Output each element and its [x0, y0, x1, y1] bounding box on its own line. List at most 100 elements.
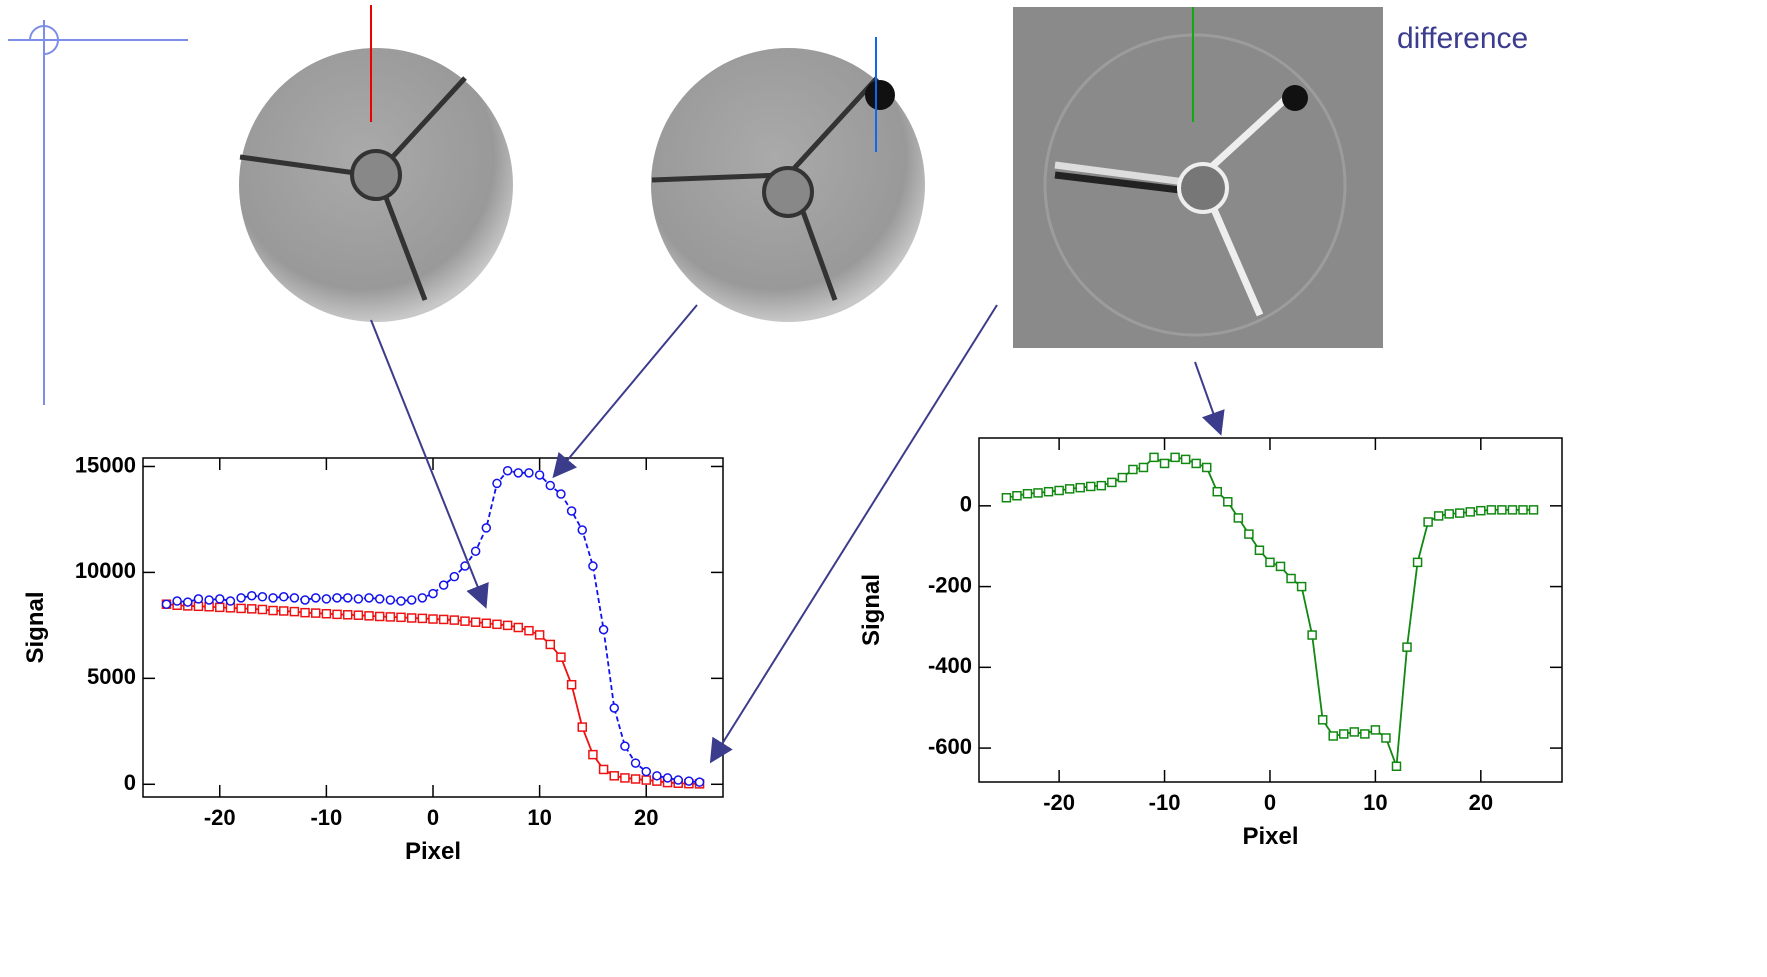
series-line	[166, 603, 700, 785]
point	[1476, 505, 1486, 516]
point	[556, 652, 566, 662]
y-tick-label: -400	[928, 653, 972, 678]
point	[598, 624, 609, 635]
plot-frame	[142, 457, 724, 798]
point	[1149, 452, 1159, 463]
point	[1275, 561, 1286, 572]
x-tick-label: 20	[1469, 790, 1493, 815]
point	[502, 465, 513, 476]
point	[215, 594, 225, 604]
point	[673, 775, 683, 785]
point	[1454, 508, 1465, 518]
y-tick-label: -200	[928, 572, 972, 597]
y-axis-title: Signal	[22, 591, 49, 663]
point	[257, 592, 268, 602]
point	[1349, 727, 1360, 737]
point	[492, 478, 502, 489]
point	[1486, 505, 1497, 515]
point	[1412, 557, 1423, 568]
point	[481, 523, 492, 533]
image-before	[215, 5, 515, 345]
point	[534, 630, 545, 640]
point	[513, 468, 524, 478]
point	[1138, 462, 1149, 473]
point	[428, 588, 438, 599]
point	[161, 599, 172, 609]
x-tick-label: 0	[427, 805, 439, 830]
x-tick-label: -20	[204, 805, 236, 830]
point	[342, 610, 353, 620]
point	[247, 604, 257, 614]
point	[172, 596, 182, 606]
point	[1444, 509, 1454, 519]
point	[641, 775, 651, 785]
point	[1117, 472, 1128, 483]
point	[310, 593, 321, 603]
point	[545, 639, 556, 650]
point	[1075, 482, 1085, 493]
point	[470, 546, 481, 556]
point	[1233, 513, 1244, 523]
point	[1381, 733, 1391, 743]
point	[620, 773, 630, 783]
point	[1360, 729, 1370, 739]
point	[1307, 630, 1317, 640]
point	[1286, 573, 1296, 584]
point	[396, 596, 406, 606]
point	[620, 741, 630, 751]
y-axis-title: Signal	[858, 574, 885, 646]
point	[1423, 517, 1433, 527]
point	[183, 597, 193, 607]
point	[406, 595, 417, 605]
point	[236, 603, 246, 614]
point	[289, 593, 300, 603]
point	[1265, 557, 1275, 568]
point	[438, 580, 449, 590]
point	[694, 777, 705, 787]
point	[470, 617, 481, 627]
x-tick-label: 10	[527, 805, 551, 830]
y-tick-label: 15000	[75, 452, 136, 477]
point	[502, 620, 513, 631]
point	[556, 489, 566, 499]
point	[1001, 493, 1012, 503]
point	[1528, 505, 1539, 515]
x-tick-label: -10	[310, 805, 342, 830]
point	[428, 614, 438, 624]
point	[1328, 731, 1338, 741]
point	[193, 594, 204, 604]
point	[268, 593, 278, 603]
x-tick-label: 10	[1363, 790, 1387, 815]
point	[609, 703, 619, 713]
y-tick-label: 5000	[87, 664, 136, 689]
point	[353, 594, 364, 604]
point	[460, 616, 470, 626]
y-tick-label: 0	[124, 770, 136, 795]
series-line	[166, 469, 700, 784]
point	[449, 615, 460, 625]
point	[406, 613, 417, 623]
logo	[8, 20, 188, 405]
point	[513, 622, 524, 633]
point	[364, 611, 374, 621]
point	[278, 606, 289, 616]
point	[1096, 480, 1107, 491]
point	[1507, 505, 1518, 515]
point	[1370, 725, 1381, 735]
point	[417, 593, 428, 603]
point	[652, 771, 662, 781]
point	[1012, 490, 1022, 501]
y-tick-label: -600	[928, 734, 972, 759]
point	[1433, 511, 1444, 521]
point	[332, 609, 342, 620]
point	[374, 594, 385, 604]
point	[300, 595, 310, 605]
point	[1296, 581, 1307, 592]
point	[449, 571, 460, 582]
point	[300, 607, 310, 618]
point	[1159, 458, 1170, 469]
point	[204, 595, 214, 605]
chart: -20 -10 0 10 20 0 5000 10000 15000 Pixel Signal	[22, 452, 724, 865]
point	[566, 506, 577, 516]
